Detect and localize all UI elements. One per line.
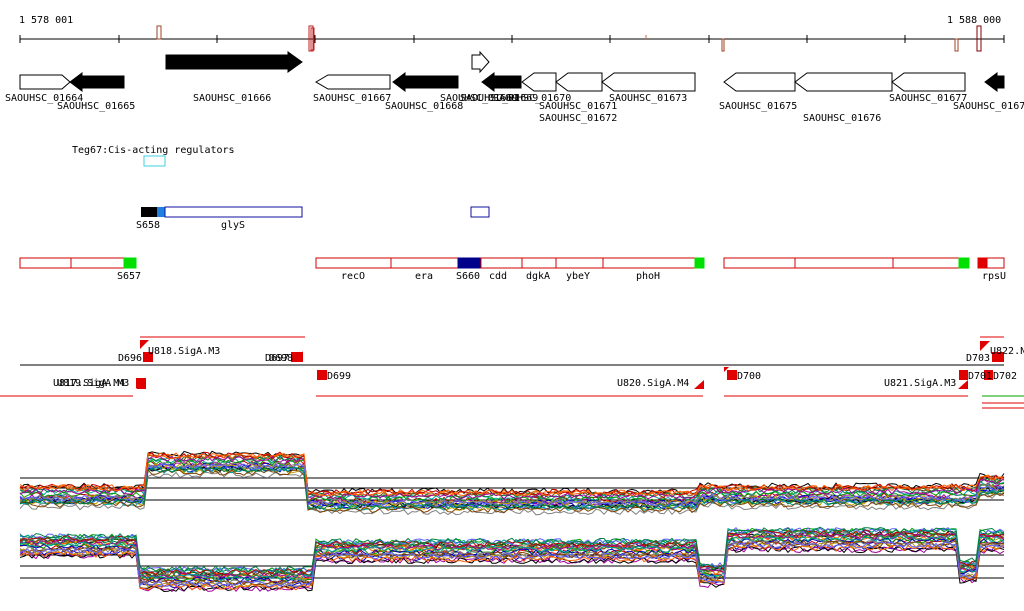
svg-text:SAOUHSC_01673: SAOUHSC_01673 — [609, 93, 687, 104]
svg-text:SAOUHSC_01664: SAOUHSC_01664 — [5, 93, 83, 104]
gene-saouhsc-01666[interactable]: SAOUHSC_01666 — [165, 51, 303, 104]
glys-feature[interactable] — [164, 206, 303, 218]
promoter-d702[interactable] — [984, 370, 993, 380]
expression-profile-line — [19, 451, 1005, 497]
expression-profile-line — [19, 526, 1005, 573]
expression-profile-line — [19, 470, 1005, 516]
svg-text:D701: D701 — [968, 371, 992, 382]
gene-saouhsc-01672[interactable]: SAOUHSC_01672 SAOUHSC_01673 — [539, 72, 696, 124]
gene-track: SAOUHSC_01664 SAOUHSC_01665 SAOUHSC_0166… — [5, 50, 1024, 124]
gene-saouhsc-01677[interactable]: SAOUHSC_01677 — [889, 72, 967, 104]
svg-text:glyS: glyS — [221, 220, 245, 231]
svg-text:SAOUHSC_01669: SAOUHSC_01669 — [440, 93, 518, 104]
expression-profile-line — [19, 461, 1005, 506]
expression-profile-line — [19, 462, 1005, 507]
svg-text:rpsU: rpsU — [982, 271, 1006, 282]
svg-text:SAOUHSC_01667: SAOUHSC_01667 — [313, 93, 391, 104]
svg-text:S660: S660 — [456, 271, 480, 282]
cis-regulator-track: Teg67:Cis-acting regulators — [72, 145, 235, 167]
svg-text:U819.SigA.M3: U819.SigA.M3 — [57, 378, 129, 389]
gene-saouhsc-01669[interactable] — [471, 50, 490, 74]
gene-saouhsc-01665[interactable]: SAOUHSC_01665 — [57, 72, 135, 112]
svg-text:SAOUHSC_01671: SAOUHSC_01671 — [539, 101, 617, 112]
svg-text:SAOUHSC_01668: SAOUHSC_01668 — [385, 101, 463, 112]
svg-text:U820.SigA.M4: U820.SigA.M4 — [617, 378, 689, 389]
operon-track — [19, 257, 1005, 269]
svg-text:cdd: cdd — [489, 271, 507, 282]
svg-text:SAOUHSC_01676: SAOUHSC_01676 — [803, 113, 881, 124]
operon-labels: S657 recO era S660 cdd dgkA ybeY phoH rp… — [117, 271, 1006, 282]
coordinate-ruler: 1 578 001 1 588 000 — [19, 15, 1005, 52]
expression-profile-line — [19, 529, 1005, 576]
promoter-u822[interactable] — [980, 341, 990, 351]
svg-text:D700: D700 — [737, 371, 761, 382]
svg-text:dgkA: dgkA — [526, 271, 550, 282]
expression-profile-line — [19, 468, 1005, 514]
svg-text:SAOUHSC_01677: SAOUHSC_01677 — [889, 93, 967, 104]
svg-text:D696: D696 — [118, 353, 142, 364]
coord-end: 1 588 000 — [947, 15, 1001, 26]
svg-text:era: era — [415, 271, 433, 282]
svg-text:SAOUHSC_01675: SAOUHSC_01675 — [719, 101, 797, 112]
promoter-d699[interactable] — [317, 370, 327, 380]
expression-profile-line — [19, 452, 1005, 497]
expression-profile-line — [19, 539, 1005, 586]
expression-profile-line — [19, 463, 1005, 508]
gene-saouhsc-01664[interactable]: SAOUHSC_01664 — [5, 74, 83, 104]
expression-profile-line — [19, 532, 1005, 579]
svg-text:U821.SigA.M3: U821.SigA.M3 — [884, 378, 956, 389]
promoter-d697[interactable] — [291, 352, 303, 362]
s658-feature[interactable] — [141, 207, 157, 217]
expression-panel-1 — [19, 450, 1005, 516]
svg-text:D698: D698 — [269, 353, 293, 364]
svg-text:D703: D703 — [966, 353, 990, 364]
expression-profile-line — [19, 541, 1005, 588]
promoter-d703[interactable] — [992, 352, 1004, 362]
promoter-track: U818.SigA.M3 D696 D697 D698 D699 U817.Si… — [0, 336, 1024, 409]
svg-text:U822.N: U822.N — [990, 346, 1024, 357]
cis-regulator-title: Teg67:Cis-acting regulators — [72, 145, 235, 156]
svg-text:D702: D702 — [993, 371, 1017, 382]
svg-text:SAOUHSC_01672: SAOUHSC_01672 — [539, 113, 617, 124]
svg-text:U818.SigA.M3: U818.SigA.M3 — [148, 346, 220, 357]
svg-text:SAOUHSC_01669: SAOUHSC_01669 — [460, 93, 538, 104]
expression-profile-line — [19, 526, 1005, 574]
gene-saouhsc-01667[interactable]: SAOUHSC_01667 — [313, 74, 391, 104]
coord-start: 1 578 001 — [19, 15, 73, 26]
promoter-d700[interactable] — [727, 370, 737, 380]
promoter-u821[interactable] — [958, 380, 968, 389]
glys-track: S658 glyS — [136, 206, 490, 231]
gene-saouhsc-01678[interactable]: SAOUHSC_0167 — [953, 72, 1024, 112]
gene-saouhsc-01675[interactable]: SAOUHSC_01675 — [719, 72, 797, 112]
expression-profile-line — [19, 455, 1005, 500]
svg-text:D699: D699 — [327, 371, 351, 382]
gene-saouhsc-01669b[interactable]: SAOUHSC_01669 SAOUHSC_01669 — [440, 72, 538, 104]
svg-text:SAOUHSC_01666: SAOUHSC_01666 — [193, 93, 271, 104]
svg-text:U817.SigA.M4: U817.SigA.M4 — [53, 378, 125, 389]
svg-text:SAOUHSC_0167: SAOUHSC_0167 — [953, 101, 1024, 112]
svg-text:phoH: phoH — [636, 271, 660, 282]
svg-text:S657: S657 — [117, 271, 141, 282]
svg-text:S658: S658 — [136, 220, 160, 231]
expression-profile-line — [19, 534, 1005, 581]
expression-profile-line — [19, 465, 1005, 510]
small-blue-feature[interactable] — [470, 206, 490, 218]
svg-text:ybeY: ybeY — [566, 271, 590, 282]
gene-saouhsc-01676[interactable]: SAOUHSC_01676 — [794, 72, 893, 124]
svg-text:recO: recO — [341, 271, 365, 282]
gene-saouhsc-01668[interactable]: SAOUHSC_01668 — [385, 72, 463, 112]
svg-text:SAOUHSC_01665: SAOUHSC_01665 — [57, 101, 135, 112]
svg-text:SAOUHSC_01670: SAOUHSC_01670 — [493, 93, 571, 104]
svg-text:D697: D697 — [265, 353, 289, 364]
promoter-d696[interactable] — [143, 352, 153, 362]
promoter-u820[interactable] — [694, 380, 704, 389]
promoter-d701[interactable] — [959, 370, 968, 380]
expression-panel-2 — [19, 526, 1005, 593]
teg67-feature[interactable] — [143, 155, 166, 167]
